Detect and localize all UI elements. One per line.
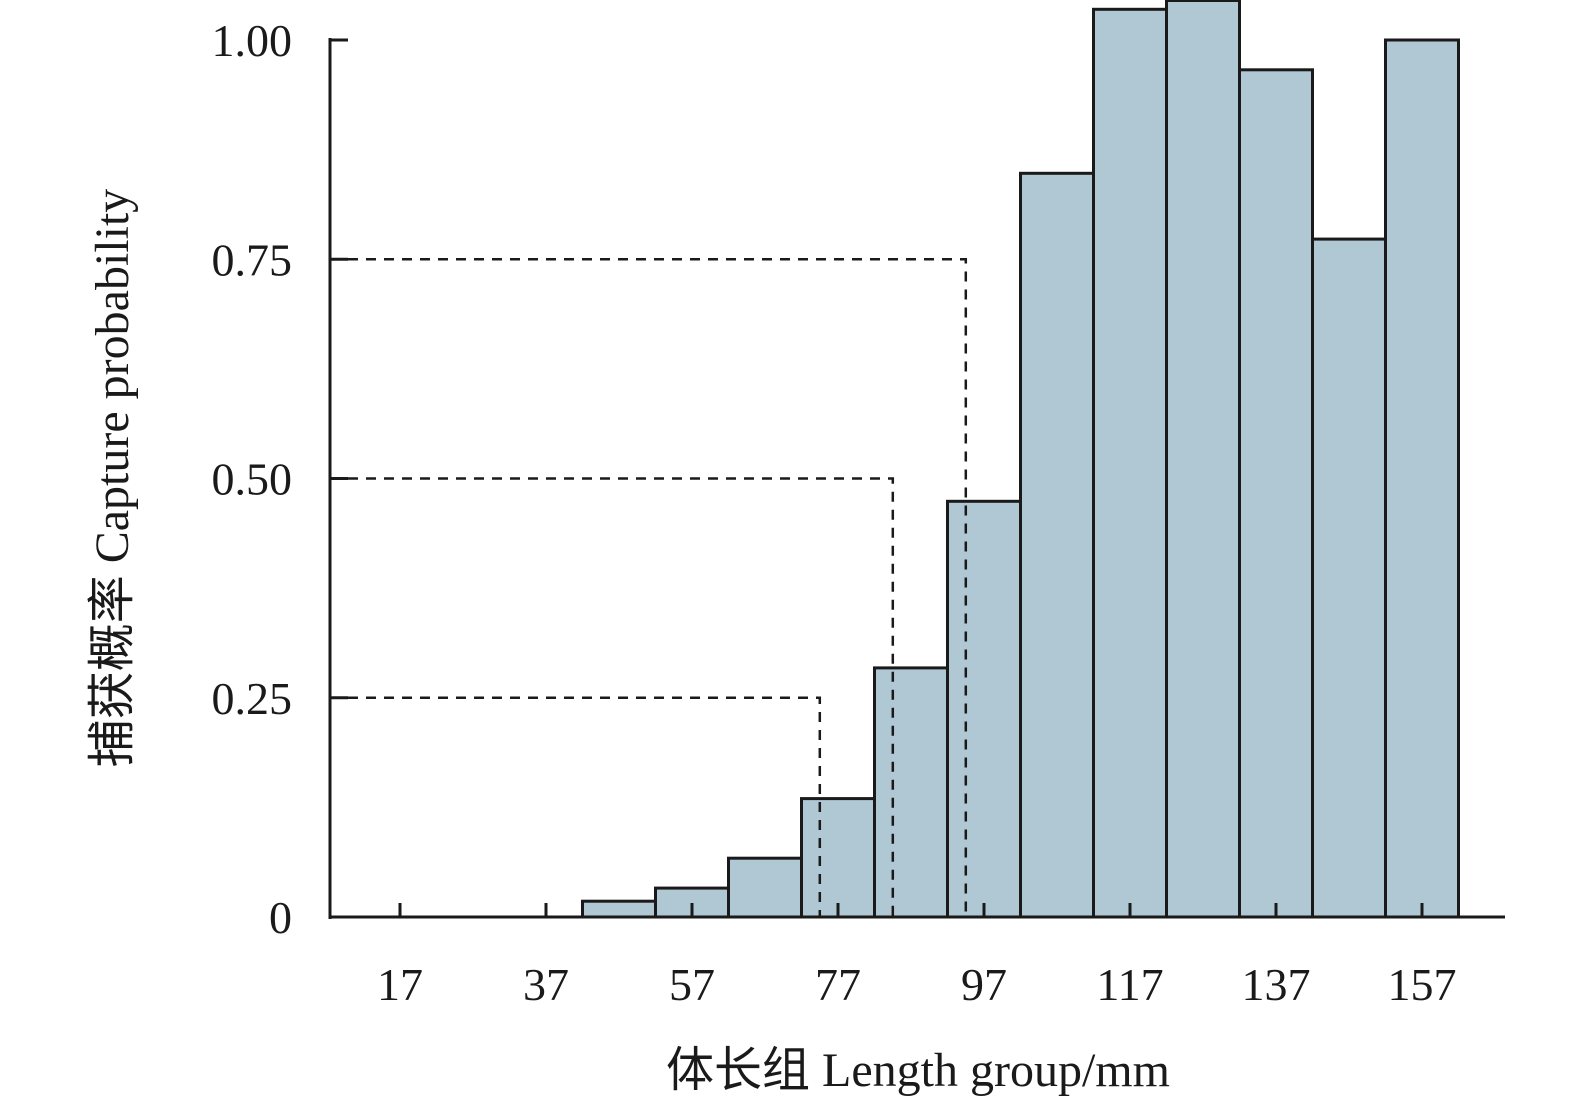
x-tick-label: 57 [669,959,715,1010]
bar-87 [873,666,949,919]
bar-67 [727,856,803,919]
x-tick-label: 97 [961,959,1007,1010]
bar-77 [800,797,876,919]
bar-47 [581,899,657,919]
y-tick-label: 0.75 [212,234,293,285]
guides-layer [330,258,968,917]
bar-117 [1092,7,1168,919]
x-tick-label: 17 [377,959,423,1010]
bar-127 [1165,0,1241,919]
guide-line-0-5 [330,477,895,917]
guide-line-0-75 [330,258,968,917]
bar-107 [1019,171,1095,919]
x-tick-label: 117 [1096,959,1163,1010]
bars-layer [581,0,1460,919]
x-tick-label: 137 [1242,959,1311,1010]
bar-137 [1238,68,1314,919]
x-ticks: 17 37 57 77 97 117 137 157 [377,903,1457,1010]
y-tick-label: 0.25 [212,673,293,724]
y-tick-label: 0.50 [212,454,293,505]
bar-147 [1311,237,1387,919]
x-tick-label: 157 [1388,959,1457,1010]
bar-97 [946,499,1022,919]
y-tick-label: 0 [269,892,292,943]
y-tick-label: 1.00 [212,15,293,66]
x-tick-label: 77 [815,959,861,1010]
y-axis-title: 捕获概率 Capture probability [86,189,139,768]
y-ticks: 0 0.25 0.50 0.75 1.00 [212,15,348,943]
x-tick-label: 37 [523,959,569,1010]
guide-line-0-25 [330,696,822,917]
bar-157 [1384,38,1460,919]
x-axis-title: 体长组 Length group/mm [666,1044,1170,1097]
